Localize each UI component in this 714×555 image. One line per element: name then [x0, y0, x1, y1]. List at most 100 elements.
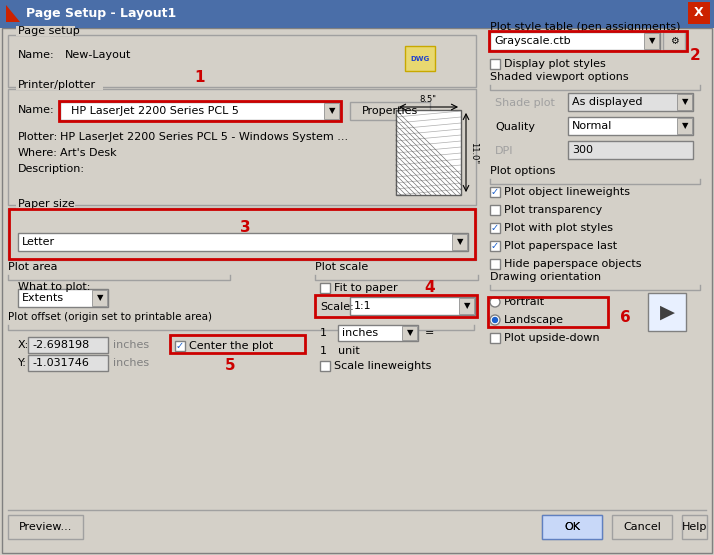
- Bar: [490, 241, 500, 251]
- Text: Where:: Where:: [18, 148, 58, 158]
- Bar: [16, 26, 75, 36]
- Text: X:: X:: [18, 340, 29, 350]
- Text: OK: OK: [564, 522, 580, 532]
- Text: Fit to paper: Fit to paper: [334, 283, 398, 293]
- Bar: [8, 208, 476, 260]
- Text: =: =: [425, 328, 434, 338]
- Text: ✓: ✓: [491, 223, 499, 233]
- Circle shape: [490, 297, 500, 307]
- Bar: [315, 295, 477, 317]
- Text: Scale lineweights: Scale lineweights: [334, 361, 431, 371]
- Bar: [16, 199, 75, 209]
- Bar: [92, 290, 107, 306]
- Bar: [490, 59, 500, 69]
- Bar: [28, 337, 108, 353]
- Text: New-Layout: New-Layout: [65, 50, 131, 60]
- Text: 6: 6: [620, 310, 630, 325]
- Bar: [8, 89, 476, 205]
- Text: OK: OK: [564, 522, 580, 532]
- Bar: [677, 118, 692, 134]
- Text: HP LaserJet 2200 Series PCL 5: HP LaserJet 2200 Series PCL 5: [64, 106, 239, 116]
- Text: Plotter:: Plotter:: [18, 132, 59, 142]
- Text: ✓: ✓: [491, 187, 499, 197]
- Circle shape: [493, 317, 498, 322]
- Text: Scale:: Scale:: [320, 302, 353, 312]
- Bar: [663, 32, 685, 50]
- Text: Description:: Description:: [18, 164, 85, 174]
- Text: Normal: Normal: [572, 121, 613, 131]
- Text: Plot transparency: Plot transparency: [504, 205, 602, 215]
- Bar: [320, 361, 330, 371]
- Bar: [0, 0, 714, 28]
- Text: Plot options: Plot options: [490, 166, 555, 176]
- Bar: [568, 93, 693, 111]
- Bar: [8, 35, 476, 87]
- Text: HP LaserJet 2200 Series PCL 5 - Windows System ...: HP LaserJet 2200 Series PCL 5 - Windows …: [60, 132, 348, 142]
- Bar: [612, 515, 672, 539]
- Text: ▼: ▼: [407, 329, 413, 337]
- Bar: [490, 187, 500, 197]
- Text: 1:1: 1:1: [354, 301, 371, 311]
- Text: 2: 2: [690, 48, 700, 63]
- Text: ▼: ▼: [464, 301, 471, 310]
- Text: ▶: ▶: [660, 302, 675, 321]
- Bar: [16, 80, 103, 90]
- Bar: [350, 102, 430, 120]
- Text: ⚙: ⚙: [670, 36, 678, 46]
- Bar: [175, 341, 185, 351]
- Text: Center the plot: Center the plot: [189, 341, 273, 351]
- Text: ▼: ▼: [328, 107, 336, 115]
- Text: DWG: DWG: [411, 56, 430, 62]
- Text: Properties: Properties: [362, 106, 418, 116]
- Text: Printer/plotter: Printer/plotter: [18, 80, 96, 90]
- Bar: [490, 205, 500, 215]
- Text: Name:: Name:: [18, 50, 55, 60]
- Bar: [452, 234, 467, 250]
- Text: Grayscale.ctb: Grayscale.ctb: [494, 36, 570, 46]
- Circle shape: [490, 315, 500, 325]
- Text: 3: 3: [240, 219, 251, 235]
- Text: Name:: Name:: [18, 105, 55, 115]
- Text: Plot offset (origin set to printable area): Plot offset (origin set to printable are…: [8, 312, 212, 322]
- Bar: [489, 31, 687, 51]
- Text: What to plot:: What to plot:: [18, 282, 91, 292]
- Bar: [459, 298, 474, 314]
- Text: 11.0": 11.0": [469, 142, 478, 164]
- Bar: [644, 33, 659, 49]
- Bar: [490, 333, 500, 343]
- Text: 4: 4: [425, 280, 436, 295]
- Text: Plot object lineweights: Plot object lineweights: [504, 187, 630, 197]
- Bar: [542, 515, 602, 539]
- Bar: [568, 117, 693, 135]
- Bar: [59, 101, 341, 121]
- Text: Art's Desk: Art's Desk: [60, 148, 116, 158]
- Text: ✓: ✓: [491, 241, 499, 251]
- Text: Help: Help: [682, 522, 707, 532]
- Bar: [677, 94, 692, 110]
- Bar: [8, 515, 83, 539]
- Text: Plot scale: Plot scale: [315, 262, 368, 272]
- Bar: [405, 46, 435, 71]
- Text: Display plot styles: Display plot styles: [504, 59, 605, 69]
- Text: Plot style table (pen assignments): Plot style table (pen assignments): [490, 22, 680, 32]
- Text: Quality: Quality: [495, 122, 535, 132]
- Text: ▼: ▼: [97, 294, 104, 302]
- Bar: [350, 297, 475, 315]
- Bar: [542, 515, 602, 539]
- Text: ✓: ✓: [176, 341, 184, 351]
- Text: Shaded viewport options: Shaded viewport options: [490, 72, 628, 82]
- Text: Hide paperspace objects: Hide paperspace objects: [504, 259, 641, 269]
- Text: Portrait: Portrait: [504, 297, 545, 307]
- Text: ▼: ▼: [649, 37, 655, 46]
- Bar: [490, 259, 500, 269]
- Text: 300: 300: [572, 145, 593, 155]
- Bar: [28, 355, 108, 371]
- Text: Landscape: Landscape: [504, 315, 564, 325]
- Text: -1.031746: -1.031746: [32, 358, 89, 368]
- Text: unit: unit: [338, 346, 360, 356]
- Text: As displayed: As displayed: [572, 97, 643, 107]
- Bar: [170, 335, 305, 353]
- Bar: [396, 110, 461, 195]
- Text: inches: inches: [113, 340, 149, 350]
- Text: Plot upside-down: Plot upside-down: [504, 333, 600, 343]
